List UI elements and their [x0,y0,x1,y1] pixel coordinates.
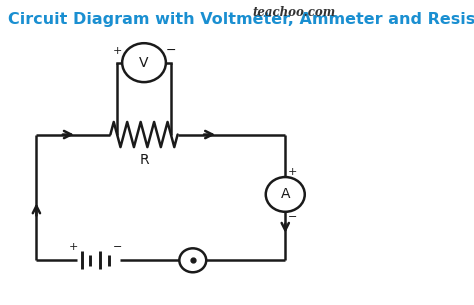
Circle shape [122,43,166,82]
Circle shape [179,248,206,272]
Text: +: + [288,167,297,177]
Text: −: − [166,44,176,57]
Text: −: − [112,242,122,252]
Circle shape [266,177,305,212]
Text: +: + [69,242,78,252]
Text: −: − [288,212,297,222]
Text: V: V [139,56,149,70]
Text: R: R [139,153,149,167]
Text: A: A [281,187,290,201]
Text: +: + [112,46,122,56]
Text: teachoo.com: teachoo.com [253,6,336,19]
Text: Circuit Diagram with Voltmeter, Ammeter and Resistor: Circuit Diagram with Voltmeter, Ammeter … [8,12,474,27]
